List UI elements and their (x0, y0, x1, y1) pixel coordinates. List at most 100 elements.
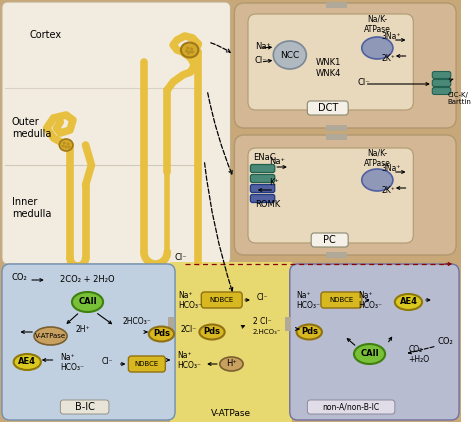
Text: Na⁺: Na⁺ (255, 41, 271, 51)
Text: HCO₃⁻: HCO₃⁻ (178, 301, 202, 311)
Text: ClC-K/
Barttin: ClC-K/ Barttin (447, 92, 471, 105)
FancyBboxPatch shape (248, 148, 413, 243)
FancyBboxPatch shape (234, 3, 456, 128)
Ellipse shape (190, 48, 193, 51)
Text: Na⁺: Na⁺ (177, 352, 191, 360)
FancyBboxPatch shape (128, 356, 165, 372)
Text: Outer
medulla: Outer medulla (12, 117, 51, 139)
Text: non-A/non-B-IC: non-A/non-B-IC (322, 403, 380, 411)
Ellipse shape (187, 51, 191, 54)
Ellipse shape (68, 146, 71, 148)
Text: Na⁺: Na⁺ (178, 292, 192, 300)
Text: H⁺: H⁺ (226, 360, 237, 368)
FancyBboxPatch shape (248, 14, 413, 110)
Bar (326, 125, 347, 131)
Text: Na⁺: Na⁺ (269, 157, 285, 167)
Ellipse shape (14, 354, 41, 370)
Text: ROMK: ROMK (255, 200, 280, 208)
Ellipse shape (188, 51, 191, 54)
Text: CO₂: CO₂ (12, 273, 27, 282)
Text: 2H⁺: 2H⁺ (76, 325, 91, 335)
Ellipse shape (149, 327, 174, 341)
Ellipse shape (186, 46, 190, 49)
FancyBboxPatch shape (250, 184, 275, 192)
Text: CO₂: CO₂ (438, 338, 454, 346)
FancyBboxPatch shape (321, 292, 362, 308)
Text: CAII: CAII (78, 298, 97, 306)
Text: WNK1
WNK4: WNK1 WNK4 (316, 58, 341, 78)
FancyBboxPatch shape (250, 165, 275, 173)
Text: NDBCE: NDBCE (329, 297, 354, 303)
Ellipse shape (273, 41, 306, 69)
Text: Inner
medulla: Inner medulla (12, 197, 51, 219)
Text: Cl⁻: Cl⁻ (174, 252, 187, 262)
Text: 2.HCO₃⁻: 2.HCO₃⁻ (253, 329, 282, 335)
FancyBboxPatch shape (250, 175, 275, 182)
Text: +H₂O: +H₂O (409, 354, 429, 363)
FancyBboxPatch shape (201, 292, 242, 308)
Text: V-ATPase: V-ATPase (35, 333, 66, 339)
FancyBboxPatch shape (307, 400, 395, 414)
Bar (326, 2, 347, 8)
Text: 2CO₂ + 2H₂O: 2CO₂ + 2H₂O (60, 276, 115, 284)
Ellipse shape (72, 292, 103, 312)
Text: Na/K-
ATPase: Na/K- ATPase (364, 14, 391, 34)
Bar (170, 262, 292, 422)
Text: NCC: NCC (280, 51, 300, 60)
Bar (326, 134, 347, 140)
Text: Cl⁻: Cl⁻ (101, 357, 113, 366)
FancyBboxPatch shape (2, 2, 230, 264)
Ellipse shape (67, 143, 70, 145)
Bar (326, 252, 347, 258)
Text: CO₂: CO₂ (409, 344, 423, 354)
Text: 2 Cl⁻: 2 Cl⁻ (253, 317, 272, 327)
Text: NDBCE: NDBCE (210, 297, 234, 303)
Ellipse shape (395, 294, 422, 310)
Ellipse shape (354, 344, 385, 364)
Ellipse shape (64, 146, 68, 148)
Ellipse shape (191, 51, 194, 54)
Text: 2K⁺: 2K⁺ (381, 54, 395, 62)
Ellipse shape (200, 325, 225, 340)
FancyBboxPatch shape (2, 264, 175, 420)
FancyBboxPatch shape (432, 79, 451, 87)
Text: HCO₃⁻: HCO₃⁻ (297, 301, 320, 311)
Text: Cl⁻: Cl⁻ (255, 56, 267, 65)
Text: 3Na⁺: 3Na⁺ (381, 32, 401, 41)
FancyBboxPatch shape (432, 87, 451, 95)
Text: Na/K-
ATPase: Na/K- ATPase (364, 148, 391, 168)
FancyBboxPatch shape (290, 264, 459, 420)
FancyBboxPatch shape (234, 135, 456, 255)
Text: HCO₃⁻: HCO₃⁻ (358, 301, 382, 311)
Text: ENaC: ENaC (253, 154, 276, 162)
Text: V-ATPase: V-ATPase (210, 409, 251, 419)
Text: Na⁺: Na⁺ (60, 352, 75, 362)
Bar (285, 317, 291, 331)
Bar (168, 317, 174, 331)
Text: Pds: Pds (153, 330, 170, 338)
Text: HCO₃⁻: HCO₃⁻ (60, 362, 84, 371)
Text: 2K⁺: 2K⁺ (381, 186, 395, 195)
Ellipse shape (185, 49, 189, 52)
Text: Pds: Pds (301, 327, 318, 336)
FancyBboxPatch shape (307, 101, 348, 115)
Text: 2Cl⁻: 2Cl⁻ (181, 325, 197, 333)
Text: B-IC: B-IC (75, 402, 94, 412)
Text: DCT: DCT (318, 103, 338, 113)
FancyBboxPatch shape (432, 71, 451, 78)
Text: 2HCO₃⁻: 2HCO₃⁻ (123, 317, 151, 327)
Text: Cl⁻: Cl⁻ (257, 292, 268, 301)
Text: PC: PC (323, 235, 336, 245)
Text: AE4: AE4 (18, 357, 36, 366)
Ellipse shape (181, 43, 199, 57)
Text: HCO₃⁻: HCO₃⁻ (177, 362, 201, 371)
Text: Cortex: Cortex (29, 30, 61, 40)
Text: NDBCE: NDBCE (135, 361, 159, 367)
Ellipse shape (362, 37, 393, 59)
Text: Cl⁻: Cl⁻ (358, 78, 371, 87)
Text: Pds: Pds (203, 327, 220, 336)
Text: Na⁺: Na⁺ (358, 292, 373, 300)
Ellipse shape (220, 357, 243, 371)
FancyBboxPatch shape (60, 400, 109, 414)
Text: Na⁺: Na⁺ (297, 292, 311, 300)
